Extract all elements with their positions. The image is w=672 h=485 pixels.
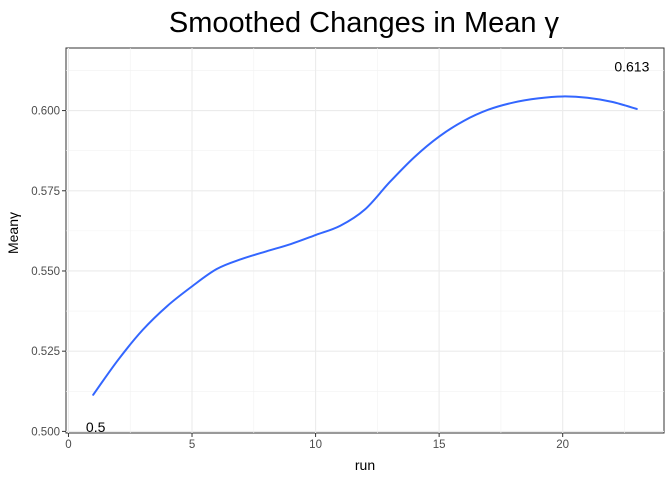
y-tick-label: 0.575 (31, 186, 60, 198)
y-tick-label: 0.600 (31, 106, 60, 118)
x-axis-title: run (355, 457, 375, 473)
x-tick-label: 0 (65, 439, 71, 451)
x-tick-label: 20 (556, 439, 569, 451)
x-tick-label: 15 (433, 439, 446, 451)
plot-panel-border (65, 47, 665, 434)
y-axis: 0.500 0.525 0.550 0.575 0.600 (31, 106, 66, 438)
x-axis: 0 5 10 15 20 (65, 433, 569, 451)
chart-title: Smoothed Changes in Mean γ (169, 7, 560, 39)
y-axis-title: Meanγ (5, 212, 21, 254)
annotations: 0.5 0.613 (86, 58, 650, 435)
series-group (92, 95, 638, 396)
smoothed-line (92, 95, 638, 396)
y-tick-label: 0.525 (31, 346, 60, 358)
grid-lines (66, 48, 664, 433)
y-tick-label: 0.500 (31, 426, 60, 438)
annotation-label: 0.613 (614, 58, 649, 74)
annotation-label: 0.5 (86, 419, 106, 435)
x-tick-label: 5 (189, 439, 195, 451)
y-tick-label: 0.550 (31, 266, 60, 278)
x-tick-label: 10 (309, 439, 322, 451)
